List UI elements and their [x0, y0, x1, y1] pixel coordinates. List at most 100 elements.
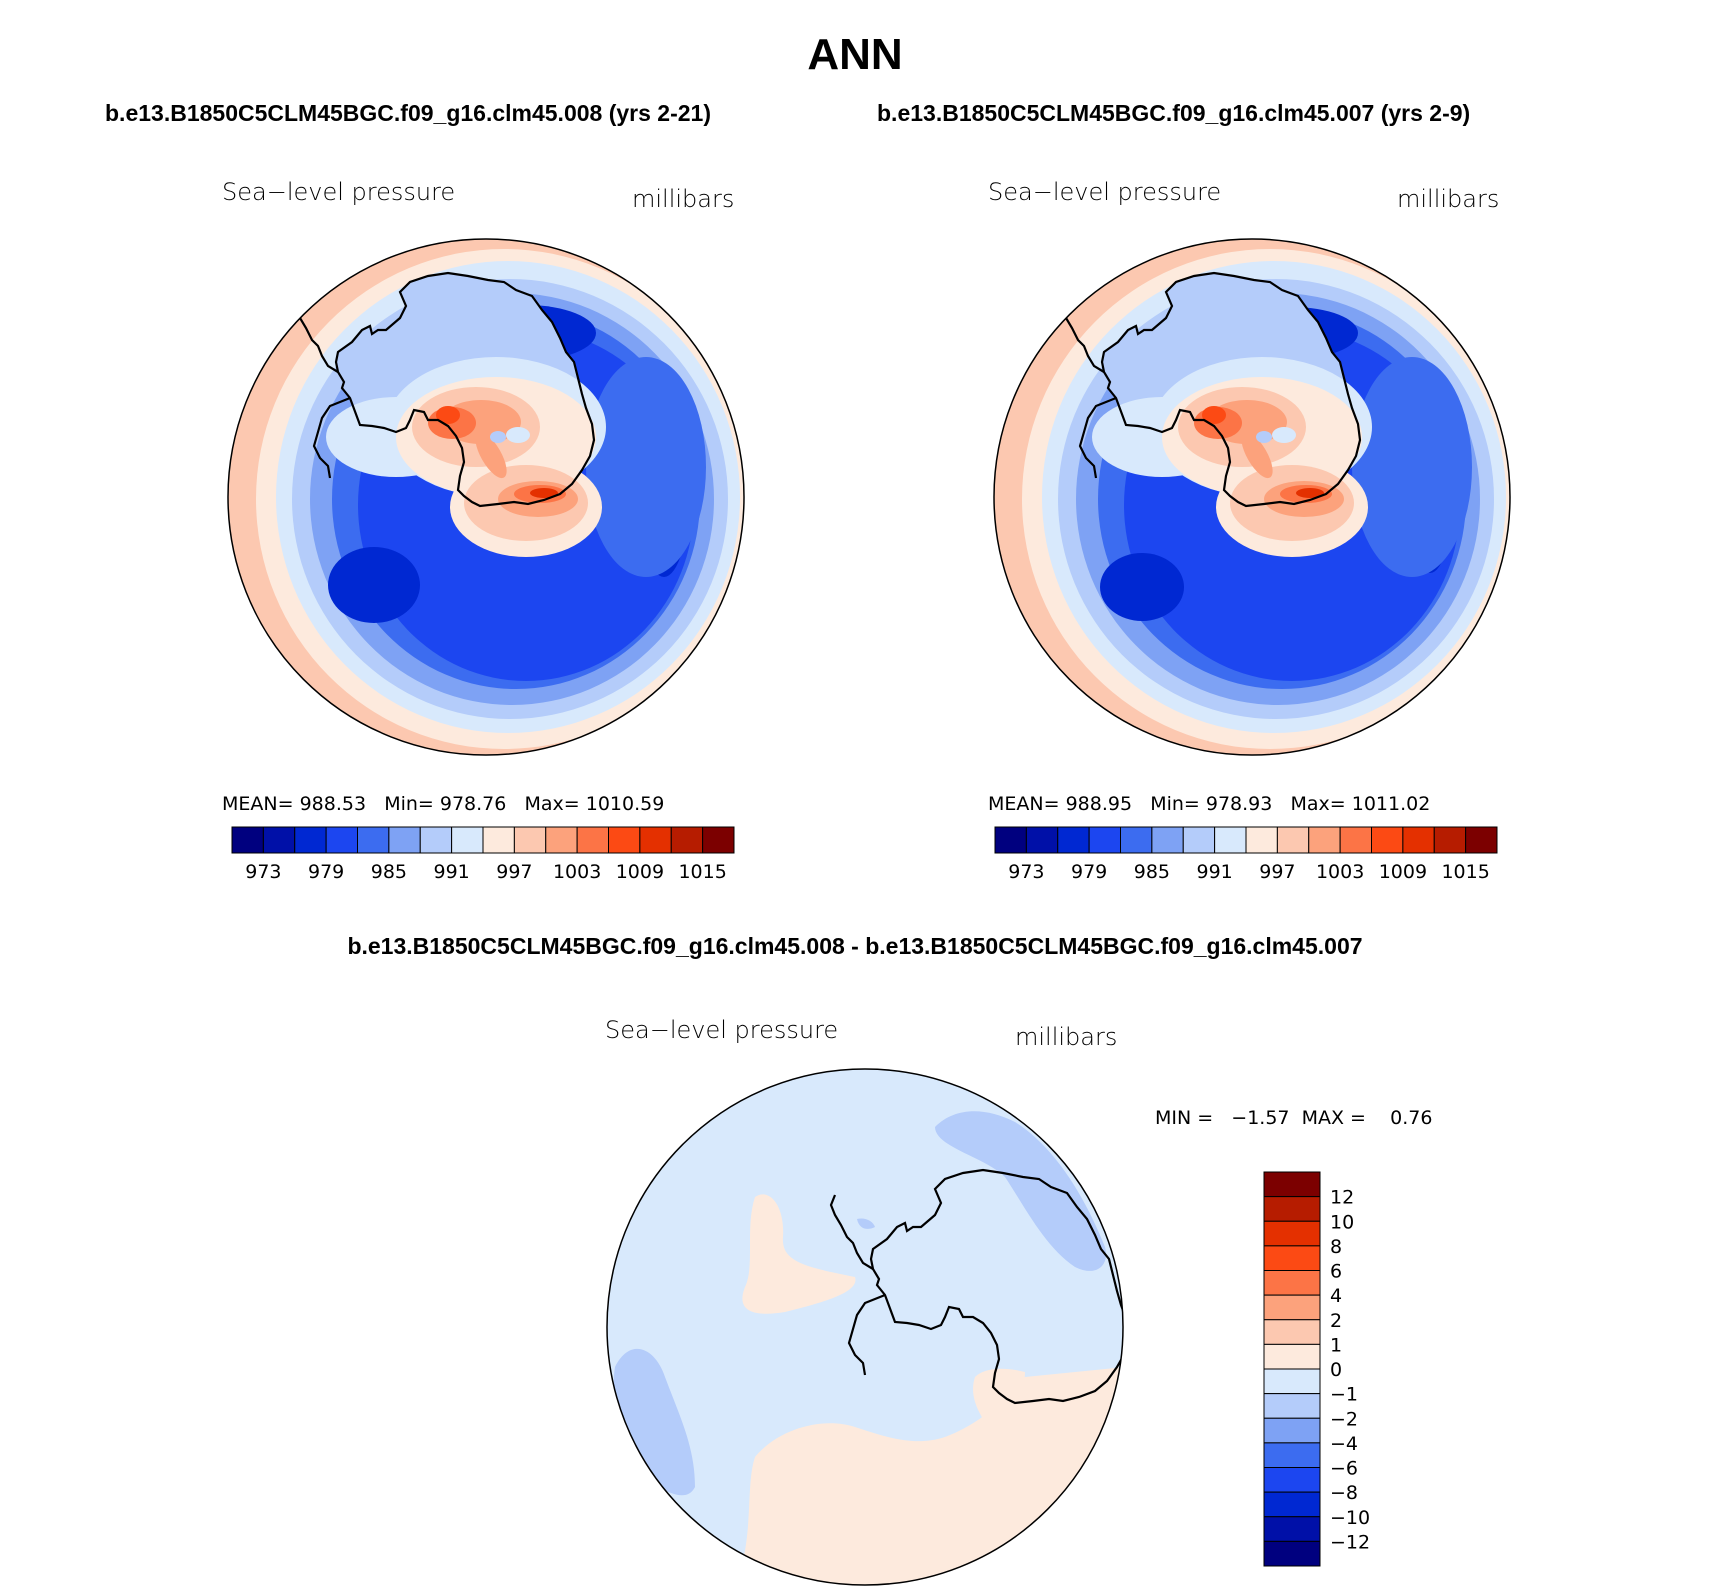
panel1-land-7b: [530, 488, 558, 498]
panel1-colorbar-label: 1009: [616, 861, 664, 883]
panel2-max: 1011.02: [1351, 793, 1431, 815]
panel2-land-ridge: [1241, 431, 1273, 479]
panel2-colorbar-box: [1371, 826, 1404, 854]
panel1-min: 978.76: [439, 793, 507, 815]
panel1-colorbar-box: [670, 826, 704, 854]
panel2-land-2c: [1272, 427, 1296, 443]
panel2-units: millibars: [1397, 185, 1500, 213]
panel2-colorbar-box: [994, 826, 1027, 854]
panel1-colorbar-box: [482, 826, 515, 854]
diff-colorbar-box: [1263, 1196, 1321, 1222]
panel2-max-label: Max=: [1290, 793, 1346, 815]
panel2-colorbar-label: 1009: [1379, 861, 1427, 883]
panel1-colorbar-label: 991: [433, 861, 469, 883]
diff-colorbar-box: [1263, 1245, 1321, 1271]
diff-colorbar-label: −10: [1330, 1507, 1370, 1529]
diff-neg-ne: [935, 1111, 1106, 1271]
panel1-colorbar-label: 985: [371, 861, 407, 883]
diff-colorbar-box: [1263, 1491, 1321, 1518]
panel1-ring-5b: [586, 357, 706, 577]
panel2-map-border: [993, 238, 1511, 756]
panel1-colorbar-label: 1015: [678, 861, 726, 883]
panel1-colorbar-box: [451, 826, 484, 854]
panel1-colorbar-box: [419, 826, 453, 854]
panel1-colorbar-label: 1003: [553, 861, 601, 883]
panel2-min: 978.93: [1205, 793, 1273, 815]
panel2-colorbar-label: 997: [1259, 861, 1295, 883]
panel2-colorbar-box: [1088, 826, 1121, 854]
diff-colorbar-box: [1263, 1294, 1321, 1321]
panel1-colorbar: 973 979 985 991 997 1003 1009 1015: [231, 826, 735, 883]
diff-colorbar-label: −4: [1330, 1433, 1358, 1455]
panel1-colorbar-box: [325, 826, 358, 854]
panel2-colorbar-box: [1245, 826, 1278, 854]
panel1-colorbar-box: [388, 826, 421, 854]
panel1-land-dip: [490, 431, 506, 443]
panel2-land-dip: [1256, 431, 1272, 443]
diff-pos-center: [742, 1194, 856, 1314]
panel2-min-label: Min=: [1150, 793, 1200, 815]
panel1-max-label: Max=: [524, 793, 580, 815]
diff-colorbar-label: 8: [1330, 1236, 1342, 1258]
panel1-colorbar-box: [576, 826, 609, 854]
panel2-colorbar-box: [1276, 826, 1310, 854]
panel2-land-7b: [1296, 488, 1324, 498]
panel2-colorbar-box: [1402, 826, 1435, 854]
diff-colorbar-label: 4: [1330, 1285, 1342, 1307]
panel1-variable: Sea−level pressure: [222, 178, 456, 206]
diff-pos-east: [973, 1368, 1025, 1422]
panel1-map: [227, 238, 745, 756]
diff-units: millibars: [1015, 1023, 1118, 1051]
panel1-land-7: [436, 406, 460, 424]
panel2-colorbar-box: [1151, 826, 1184, 854]
panel1-colorbar-box: [702, 826, 735, 854]
panel1-colorbar-box: [294, 826, 327, 854]
diff-colorbar-box: [1263, 1270, 1321, 1296]
panel2-colorbar-label: 973: [1008, 861, 1044, 883]
panel2-colorbar-box: [1120, 826, 1153, 854]
difference-map: [606, 1068, 1124, 1586]
panel1-colorbar-box: [357, 826, 390, 854]
panel2-colorbar-label: 1003: [1316, 861, 1364, 883]
panel2-land-7: [1202, 406, 1226, 424]
diff-colorbar-box: [1263, 1393, 1321, 1419]
panel1-min-label: Min=: [384, 793, 434, 815]
diff-colorbar-box: [1263, 1368, 1321, 1395]
panel2-colorbar: 973 979 985 991 997 1003 1009 1015: [994, 826, 1498, 883]
panel1-colorbar-box: [545, 826, 578, 854]
diff-colorbar-label: 1: [1330, 1334, 1342, 1356]
diff-colorbar-label: −12: [1330, 1531, 1370, 1553]
panel1-colorbar-label: 979: [308, 861, 344, 883]
diff-colorbar-label: 0: [1330, 1359, 1342, 1381]
panel2-colorbar-box: [1308, 826, 1341, 854]
panel2-colorbar-box: [1214, 826, 1247, 854]
diff-variable: Sea−level pressure: [605, 1016, 839, 1044]
panel2-colorbar-box: [1057, 826, 1090, 854]
panel2-colorbar-box: [1182, 826, 1216, 854]
diff-colorbar-label: 2: [1330, 1310, 1342, 1332]
difference-title: b.e13.B1850C5CLM45BGC.f09_g16.clm45.008 …: [347, 933, 1363, 959]
diff-colorbar-label: 6: [1330, 1261, 1342, 1283]
diff-colorbar-box: [1263, 1171, 1321, 1198]
panel1-colorbar-box: [639, 826, 672, 854]
diff-colorbar-box: [1263, 1417, 1321, 1444]
diff-neg-spot: [857, 1218, 875, 1229]
diff-colorbar-box: [1263, 1442, 1321, 1468]
diff-colorbar-label: −6: [1330, 1458, 1358, 1480]
panel1-stats: MEAN= 988.53 Min= 978.76 Max= 1010.59: [222, 793, 664, 815]
diff-colorbar-box: [1263, 1540, 1321, 1567]
panel1-low-ross: [328, 547, 420, 623]
panel1-colorbar-label: 997: [496, 861, 532, 883]
panel2-ring-5b: [1352, 357, 1472, 577]
diff-colorbar-box: [1263, 1220, 1321, 1247]
panel1-colorbar-box: [262, 826, 296, 854]
panel2-map: [993, 238, 1511, 756]
panel1-land-ridge: [475, 431, 507, 479]
panel2-mean: 988.95: [1065, 793, 1133, 815]
panel2-variable: Sea−level pressure: [988, 178, 1222, 206]
panel1-colorbar-label: 973: [245, 861, 281, 883]
diff-colorbar-box: [1263, 1516, 1321, 1542]
diff-colorbar-box: [1263, 1343, 1321, 1370]
panel1-map-border: [227, 238, 745, 756]
